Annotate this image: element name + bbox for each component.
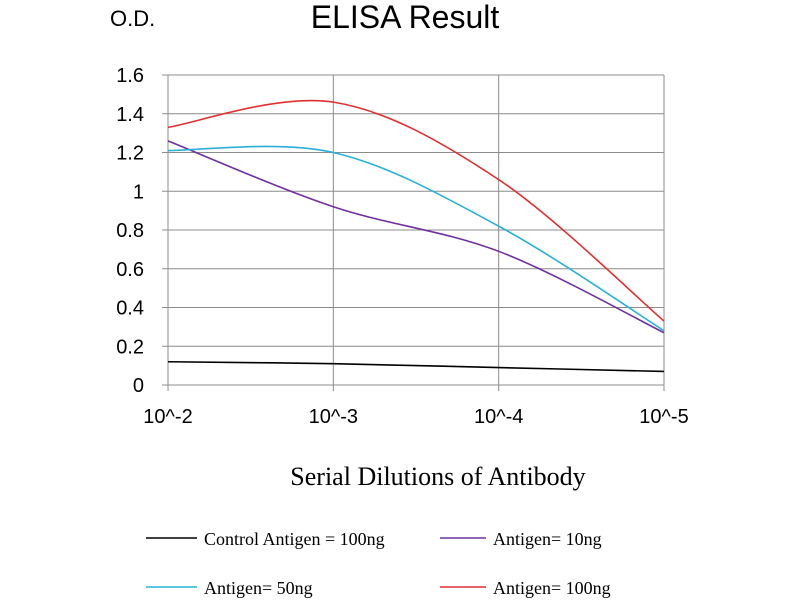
y-tick-labels: 0 0.2 0.4 0.6 0.8 1 1.2 1.4 1.6 bbox=[116, 65, 144, 397]
x-tick-label: 10^-5 bbox=[639, 406, 688, 428]
grid bbox=[162, 74, 665, 391]
legend-label-10ng: Antigen= 10ng bbox=[493, 529, 602, 549]
y-tick-label: 0.4 bbox=[116, 298, 144, 320]
y-tick-label: 1.4 bbox=[116, 104, 144, 126]
x-tick-labels: 10^-2 10^-3 10^-4 10^-5 bbox=[143, 406, 688, 428]
legend-label-50ng: Antigen= 50ng bbox=[204, 578, 313, 598]
y-axis-label: O.D. bbox=[110, 6, 155, 31]
legend-item-control: Control Antigen = 100ng bbox=[146, 529, 385, 549]
y-tick-label: 0.8 bbox=[116, 220, 144, 242]
series-lines bbox=[167, 99, 665, 373]
y-tick-label: 0.2 bbox=[116, 336, 144, 358]
legend-item-50ng: Antigen= 50ng bbox=[146, 578, 313, 598]
x-tick-label: 10^-2 bbox=[143, 406, 192, 428]
y-tick-label: 1.6 bbox=[116, 65, 144, 87]
legend: Control Antigen = 100ng Antigen= 10ng An… bbox=[146, 529, 611, 598]
series-line-10ng bbox=[167, 140, 665, 334]
series-line-100ng bbox=[167, 99, 665, 322]
legend-item-100ng: Antigen= 100ng bbox=[440, 578, 611, 598]
chart-title: ELISA Result bbox=[311, 0, 500, 35]
series-line-50ng bbox=[167, 145, 665, 332]
x-axis-label: Serial Dilutions of Antibody bbox=[290, 462, 585, 491]
x-tick-label: 10^-3 bbox=[309, 406, 358, 428]
legend-label-100ng: Antigen= 100ng bbox=[493, 578, 611, 598]
y-tick-label: 0.6 bbox=[116, 259, 144, 281]
series-line-control bbox=[167, 360, 665, 373]
x-tick-label: 10^-4 bbox=[474, 406, 523, 428]
y-tick-label: 1 bbox=[133, 181, 144, 203]
y-tick-label: 1.2 bbox=[116, 143, 144, 165]
legend-label-control: Control Antigen = 100ng bbox=[204, 529, 385, 549]
y-tick-label: 0 bbox=[133, 375, 144, 397]
legend-item-10ng: Antigen= 10ng bbox=[440, 529, 602, 549]
